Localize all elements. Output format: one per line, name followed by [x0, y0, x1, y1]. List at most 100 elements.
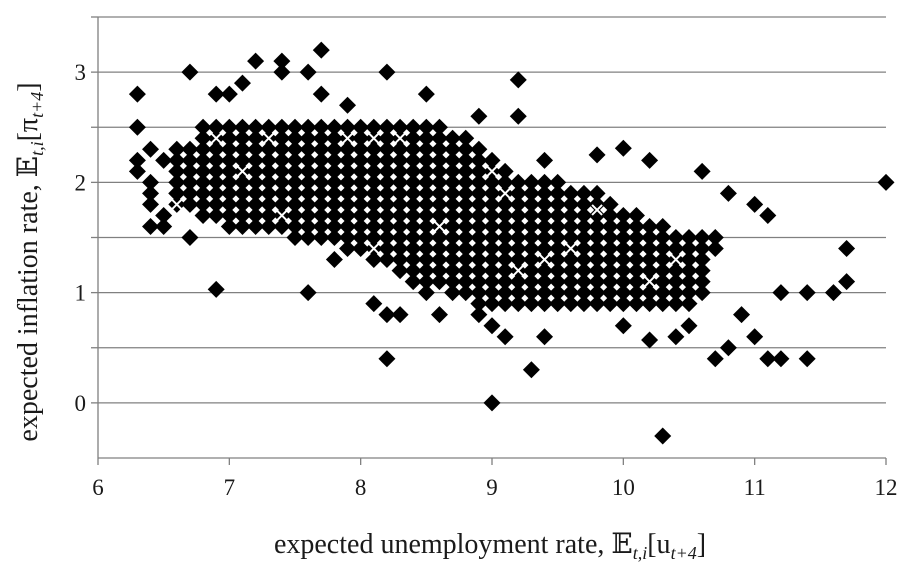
data-point	[536, 195, 554, 213]
data-point	[128, 118, 146, 136]
data-point	[181, 229, 199, 246]
data-point	[509, 229, 527, 246]
cross-marker	[210, 132, 222, 144]
data-point	[575, 273, 593, 291]
data-point	[798, 350, 816, 368]
data-point	[339, 118, 357, 136]
data-point	[273, 162, 291, 180]
data-point	[430, 184, 448, 202]
data-point	[627, 217, 645, 235]
x-tick-label: 6	[92, 475, 104, 500]
data-point	[273, 140, 291, 158]
data-point	[430, 151, 448, 169]
data-point	[339, 140, 357, 158]
data-point	[299, 129, 317, 147]
data-point	[391, 173, 409, 191]
data-point	[220, 151, 238, 169]
data-point	[562, 295, 580, 313]
data-point	[352, 140, 370, 158]
data-point	[575, 284, 593, 302]
data-point	[549, 229, 567, 246]
data-point	[207, 184, 225, 202]
data-point	[378, 129, 396, 147]
data-point	[575, 262, 593, 280]
data-point	[522, 184, 540, 202]
data-point	[614, 206, 632, 224]
data-point	[299, 140, 317, 158]
data-point	[312, 206, 330, 224]
data-point	[417, 273, 435, 291]
x-tick-label: 9	[486, 475, 498, 500]
cross-marker	[368, 242, 380, 255]
data-point	[378, 63, 396, 81]
data-point	[719, 184, 737, 202]
data-point	[417, 206, 435, 224]
data-point	[233, 151, 251, 169]
data-point	[391, 195, 409, 213]
data-point	[444, 273, 462, 291]
data-point	[299, 206, 317, 224]
data-point	[824, 284, 842, 302]
data-point	[417, 217, 435, 235]
data-point	[444, 173, 462, 191]
data-point	[155, 151, 173, 169]
data-point	[536, 240, 554, 258]
data-point	[509, 240, 527, 258]
data-point	[706, 350, 724, 368]
data-point	[470, 273, 488, 291]
data-point	[194, 129, 212, 147]
data-point	[168, 151, 186, 169]
data-point	[194, 162, 212, 180]
data-point	[181, 151, 199, 169]
data-point	[378, 206, 396, 224]
data-point	[693, 229, 711, 246]
data-point	[312, 85, 330, 103]
data-point	[575, 229, 593, 246]
data-point	[417, 162, 435, 180]
data-point	[273, 151, 291, 169]
data-point	[404, 195, 422, 213]
data-point	[483, 229, 501, 246]
data-point	[588, 284, 606, 302]
data-point	[746, 195, 764, 213]
data-point	[746, 328, 764, 346]
cross-marker	[276, 209, 288, 222]
data-point	[680, 284, 698, 302]
cross-marker	[512, 264, 524, 277]
data-point	[378, 251, 396, 269]
data-point	[522, 240, 540, 258]
data-point	[299, 217, 317, 235]
data-point	[641, 229, 659, 246]
data-point	[470, 151, 488, 169]
data-point	[365, 295, 383, 313]
data-point	[207, 195, 225, 213]
data-point	[483, 262, 501, 280]
data-point	[207, 206, 225, 224]
data-point	[128, 162, 146, 180]
data-point	[299, 173, 317, 191]
data-point	[391, 262, 409, 280]
x-tick-label: 11	[744, 475, 766, 500]
data-point	[444, 262, 462, 280]
data-point	[627, 295, 645, 313]
data-point	[325, 251, 343, 269]
data-point	[588, 146, 606, 164]
data-point	[588, 229, 606, 246]
data-point	[417, 129, 435, 147]
data-point	[733, 306, 751, 324]
data-point	[352, 195, 370, 213]
data-point	[404, 240, 422, 258]
data-point	[483, 295, 501, 313]
data-point	[417, 85, 435, 103]
y-axis-title: expected inflation rate, 𝔼t,i[πt+4]	[13, 82, 47, 441]
data-point	[325, 173, 343, 191]
data-point	[286, 129, 304, 147]
data-point	[536, 206, 554, 224]
data-point	[444, 195, 462, 213]
data-point	[404, 184, 422, 202]
data-point	[299, 118, 317, 136]
data-point	[601, 217, 619, 235]
data-point	[614, 284, 632, 302]
data-point	[470, 229, 488, 246]
